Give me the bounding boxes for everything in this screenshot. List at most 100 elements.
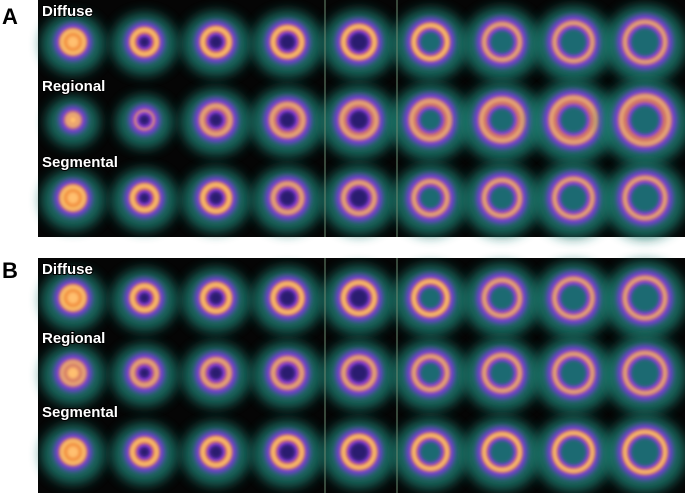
cavity xyxy=(490,440,514,464)
scan-image xyxy=(393,8,468,80)
row-label: Diffuse xyxy=(42,3,93,20)
row-label: Regional xyxy=(42,330,105,347)
panel-label: A xyxy=(2,4,18,29)
scan-image xyxy=(604,415,685,493)
hot-ring xyxy=(412,355,449,391)
hot-ring xyxy=(130,28,159,56)
cavity xyxy=(490,361,514,385)
cavity xyxy=(279,190,296,206)
scan-image xyxy=(463,163,541,237)
cavity xyxy=(279,290,296,306)
hot-ring xyxy=(553,177,594,219)
scan-image xyxy=(393,418,468,490)
hot-ring xyxy=(130,184,159,212)
hot-ring xyxy=(271,436,304,468)
hot-ring xyxy=(412,24,449,60)
hot-ring xyxy=(553,431,594,473)
cavity xyxy=(420,362,441,384)
hot-ring xyxy=(60,29,86,55)
hot-ring xyxy=(482,278,522,318)
hot-core xyxy=(67,367,79,379)
hot-ring xyxy=(553,352,594,394)
hot-ring xyxy=(549,96,598,144)
hot-ring xyxy=(619,94,671,146)
hot-ring xyxy=(623,176,667,220)
scan-image xyxy=(460,82,544,162)
scan-image xyxy=(322,419,396,489)
row-label: Regional xyxy=(42,78,105,95)
scan-image xyxy=(390,84,471,160)
cavity xyxy=(279,34,296,50)
scan-image xyxy=(463,417,541,491)
cavity xyxy=(630,27,660,57)
cavity xyxy=(420,31,441,53)
scan-image xyxy=(533,162,614,238)
scan-image xyxy=(252,420,323,488)
scan-image xyxy=(181,421,251,487)
hot-ring xyxy=(482,432,522,472)
cavity xyxy=(560,284,587,312)
cavity xyxy=(139,114,150,126)
hot-ring xyxy=(271,182,304,214)
cavity xyxy=(630,183,660,213)
panel-a: A Diffuse Regional Segmental xyxy=(2,0,685,239)
scan-image xyxy=(463,7,541,81)
scan-image xyxy=(111,12,178,76)
hot-ring xyxy=(60,360,86,386)
scan-image xyxy=(252,10,323,78)
hot-ring xyxy=(65,112,81,128)
image-grid xyxy=(41,261,685,493)
cavity xyxy=(560,106,587,134)
hot-core xyxy=(67,292,79,304)
hot-ring xyxy=(482,353,522,393)
cavity xyxy=(139,36,150,48)
scan-image xyxy=(533,262,614,338)
cavity xyxy=(209,445,223,459)
scan-image xyxy=(252,266,323,334)
cavity xyxy=(349,110,369,130)
scan-image xyxy=(181,167,251,233)
hot-ring xyxy=(412,280,449,316)
hot-ring xyxy=(342,25,376,59)
cavity xyxy=(349,188,369,208)
cavity xyxy=(349,32,369,52)
scan-image xyxy=(322,265,396,335)
hot-ring xyxy=(342,181,376,215)
cavity xyxy=(630,283,660,313)
scan-image xyxy=(111,168,178,232)
hot-ring xyxy=(342,356,376,390)
cavity xyxy=(490,30,514,54)
hot-ring xyxy=(271,282,304,314)
scan-image xyxy=(393,164,468,236)
scan-image xyxy=(46,97,100,147)
scan-image xyxy=(604,336,685,414)
hot-ring xyxy=(271,357,304,389)
cavity xyxy=(560,28,587,56)
hot-ring xyxy=(412,180,449,216)
hot-ring xyxy=(60,285,86,311)
scan-image xyxy=(181,342,251,408)
hot-ring xyxy=(130,438,159,466)
scan-image xyxy=(252,166,323,234)
scan-image xyxy=(111,268,178,332)
hot-ring xyxy=(553,277,594,319)
hot-ring xyxy=(201,358,231,388)
hot-ring xyxy=(482,178,522,218)
hot-ring xyxy=(482,22,522,62)
hot-ring xyxy=(623,351,667,395)
scan-image xyxy=(393,264,468,336)
scan-image xyxy=(533,416,614,492)
cavity xyxy=(420,109,441,131)
cavity xyxy=(209,191,223,205)
panel-b: B Diffuse Regional Segmental xyxy=(2,258,685,493)
cavity xyxy=(560,359,587,387)
cavity xyxy=(420,187,441,209)
hot-ring xyxy=(410,99,451,141)
scan-image xyxy=(180,88,252,156)
scan-image xyxy=(530,80,617,164)
scan-image xyxy=(463,263,541,337)
scan-image xyxy=(322,165,396,235)
hot-core xyxy=(67,192,79,204)
cavity xyxy=(139,367,150,379)
hot-ring xyxy=(412,434,449,470)
